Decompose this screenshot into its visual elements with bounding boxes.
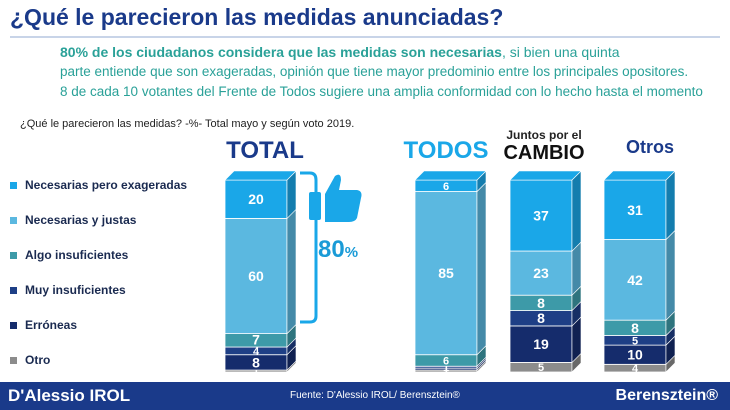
data-label-otros-exageradas: 31	[627, 202, 643, 218]
data-label-total-erroneas: 8	[252, 354, 260, 370]
approval-callout: 80%	[318, 236, 358, 264]
legend-item-justas: Necesarias y justas	[10, 213, 136, 231]
bar-segment-juntos-erroneas	[509, 325, 573, 363]
data-label-total-otro: 1	[253, 366, 259, 378]
legend-item-algo: Algo insuficientes	[10, 248, 128, 266]
bar-top-todos	[414, 170, 487, 181]
bar-segment-otros-justas	[603, 239, 667, 321]
legend-swatch	[10, 322, 17, 330]
legend-swatch	[10, 287, 17, 295]
source-note: Fuente: D'Alessio IROL/ Berensztein®	[290, 390, 460, 401]
bar-segment-juntos-exageradas	[509, 179, 573, 252]
legend-swatch	[10, 357, 17, 365]
data-label-total-muy: 4	[253, 346, 260, 358]
legend-swatch	[10, 252, 17, 260]
legend-label: Muy insuficientes	[25, 283, 126, 297]
legend-label: Otro	[25, 353, 51, 367]
legend-item-otro: Otro	[10, 353, 50, 371]
subtitle-line-1: 80% de los ciudadanos considera que las …	[60, 44, 620, 60]
bar-top-juntos	[509, 170, 582, 181]
legend-swatch	[10, 182, 17, 190]
bar-top-otros	[603, 170, 676, 181]
data-label-total-justas: 60	[248, 268, 264, 284]
data-label-total-exageradas: 20	[248, 191, 264, 207]
partner-logo: Berensztein®	[615, 387, 718, 404]
data-label-juntos-otro: 5	[538, 362, 544, 374]
data-label-juntos-algo: 8	[537, 295, 545, 311]
legend-label: Erróneas	[25, 318, 78, 332]
bar-segment-todos-justas	[414, 191, 478, 356]
data-label-otros-otro: 4	[632, 363, 639, 375]
legend-label: Algo insuficientes	[25, 248, 129, 262]
data-label-todos-justas: 85	[438, 265, 454, 281]
data-label-otros-muy: 5	[632, 335, 638, 347]
legend-item-erroneas: Erróneas	[10, 318, 77, 336]
approval-value: 80	[318, 236, 345, 263]
data-label-todos-exageradas: 6	[443, 181, 449, 193]
group-title-todos: TODOS	[403, 137, 489, 164]
data-label-otros-algo: 8	[631, 320, 639, 336]
subtitle-line-3: 8 de cada 10 votantes del Frente de Todo…	[60, 84, 703, 99]
bar-side-total-justas	[286, 208, 297, 335]
group-title-total: TOTAL	[226, 137, 304, 164]
chart-question: ¿Qué le parecieron las medidas? -%- Tota…	[20, 118, 355, 130]
group-title-juntos-top: Juntos por el	[506, 128, 582, 142]
legend-swatch	[10, 217, 17, 225]
page-title: ¿Qué le parecieron las medidas anunciada…	[10, 4, 504, 30]
bar-side-otros-justas	[665, 229, 676, 321]
data-label-juntos-erroneas: 19	[533, 336, 549, 352]
data-label-otros-justas: 42	[627, 272, 643, 288]
footer-bar: D'Alessio IROL Fuente: D'Alessio IROL/ B…	[0, 382, 730, 410]
data-label-otros-erroneas: 10	[627, 347, 643, 363]
thumbs-up-icon	[305, 170, 365, 225]
legend-label: Necesarias y justas	[25, 213, 137, 227]
brand-logo: D'Alessio IROL	[8, 386, 131, 405]
data-label-todos-otro: 1	[443, 366, 449, 378]
data-label-todos-erroneas: 1	[443, 364, 449, 376]
legend-item-exageradas: Necesarias pero exageradas	[10, 178, 187, 196]
data-label-juntos-muy: 8	[537, 310, 545, 326]
bar-segment-total-exageradas	[224, 179, 288, 219]
data-label-total-algo: 7	[252, 331, 260, 347]
subtitle-rest: , si bien una quinta	[501, 44, 620, 60]
data-label-juntos-justas: 23	[533, 265, 549, 281]
legend-item-muy: Muy insuficientes	[10, 283, 126, 301]
bar-segment-total-justas	[224, 217, 288, 334]
data-label-todos-muy: 1	[443, 362, 449, 374]
bar-top-total	[224, 170, 297, 181]
approval-unit: %	[344, 244, 359, 261]
data-label-todos-algo: 6	[443, 355, 449, 367]
subtitle-bold: 80% de los ciudadanos considera que las …	[60, 44, 502, 60]
data-label-juntos-exageradas: 37	[533, 208, 549, 224]
subtitle-line-2: parte entiende que son exageradas, opini…	[60, 64, 689, 79]
total-bracket	[300, 171, 318, 324]
group-title-otros: Otros	[625, 137, 674, 157]
title-divider	[10, 36, 720, 38]
bar-side-otros-exageradas	[665, 170, 676, 241]
bar-side-juntos-exageradas	[571, 170, 582, 252]
bar-side-todos-justas	[476, 181, 487, 356]
group-title-juntos-bottom: CAMBIO	[503, 142, 585, 164]
legend-label: Necesarias pero exageradas	[25, 178, 188, 192]
